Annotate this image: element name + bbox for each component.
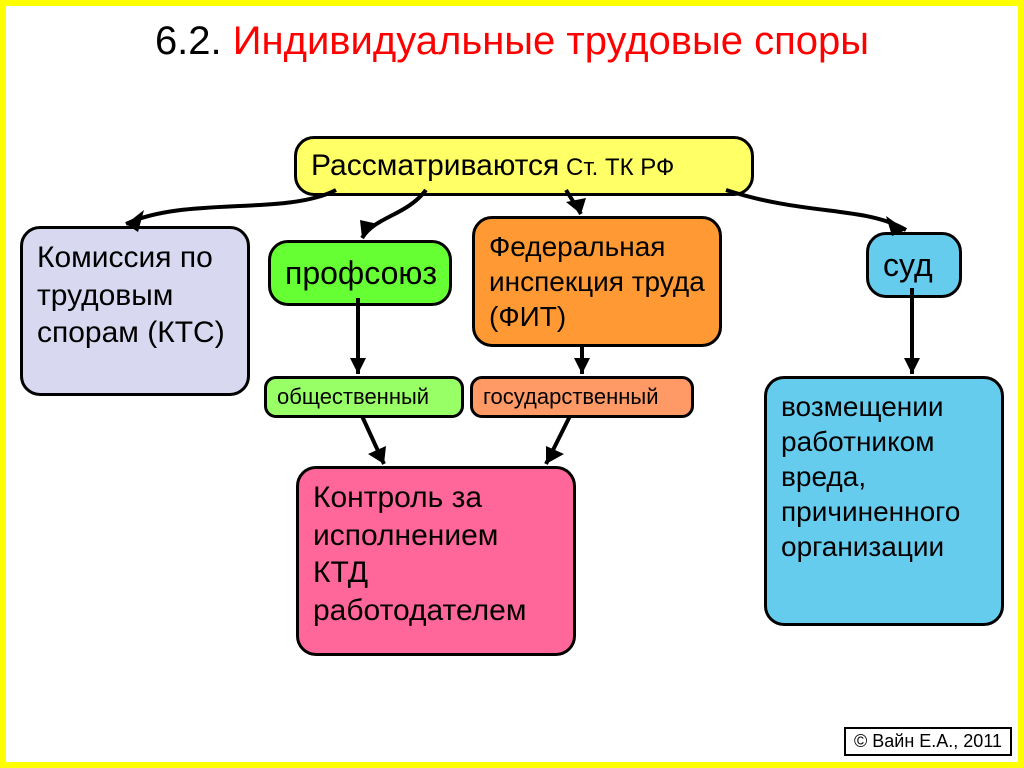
title-section-number: 6.2.: [155, 19, 233, 63]
node-compensation: возмещении работником вреда, причиненног…: [764, 376, 1004, 626]
copyright-box: © Вайн Е.А., 2011: [844, 727, 1012, 756]
node-union: профсоюз: [268, 240, 452, 306]
node-root-sub: Ст. ТК РФ: [559, 154, 674, 181]
node-fit: Федеральная инспекция труда (ФИТ): [472, 216, 722, 347]
node-court: суд: [866, 232, 962, 298]
node-state: государственный: [470, 376, 694, 418]
node-kts: Комиссия по трудовым спорам (КТС): [20, 226, 250, 396]
title-highlight: Индивидуальные трудовые споры: [233, 19, 869, 63]
node-control: Контроль за исполнением КТД работодателе…: [296, 466, 576, 656]
node-root-main: Рассматриваются: [311, 149, 559, 182]
node-root: Рассматриваются Ст. ТК РФ: [294, 136, 754, 196]
slide-canvas: 6.2. Индивидуальные трудовые споры Рассм…: [0, 0, 1024, 768]
slide-title: 6.2. Индивидуальные трудовые споры: [6, 18, 1018, 64]
node-public: общественный: [264, 376, 464, 418]
